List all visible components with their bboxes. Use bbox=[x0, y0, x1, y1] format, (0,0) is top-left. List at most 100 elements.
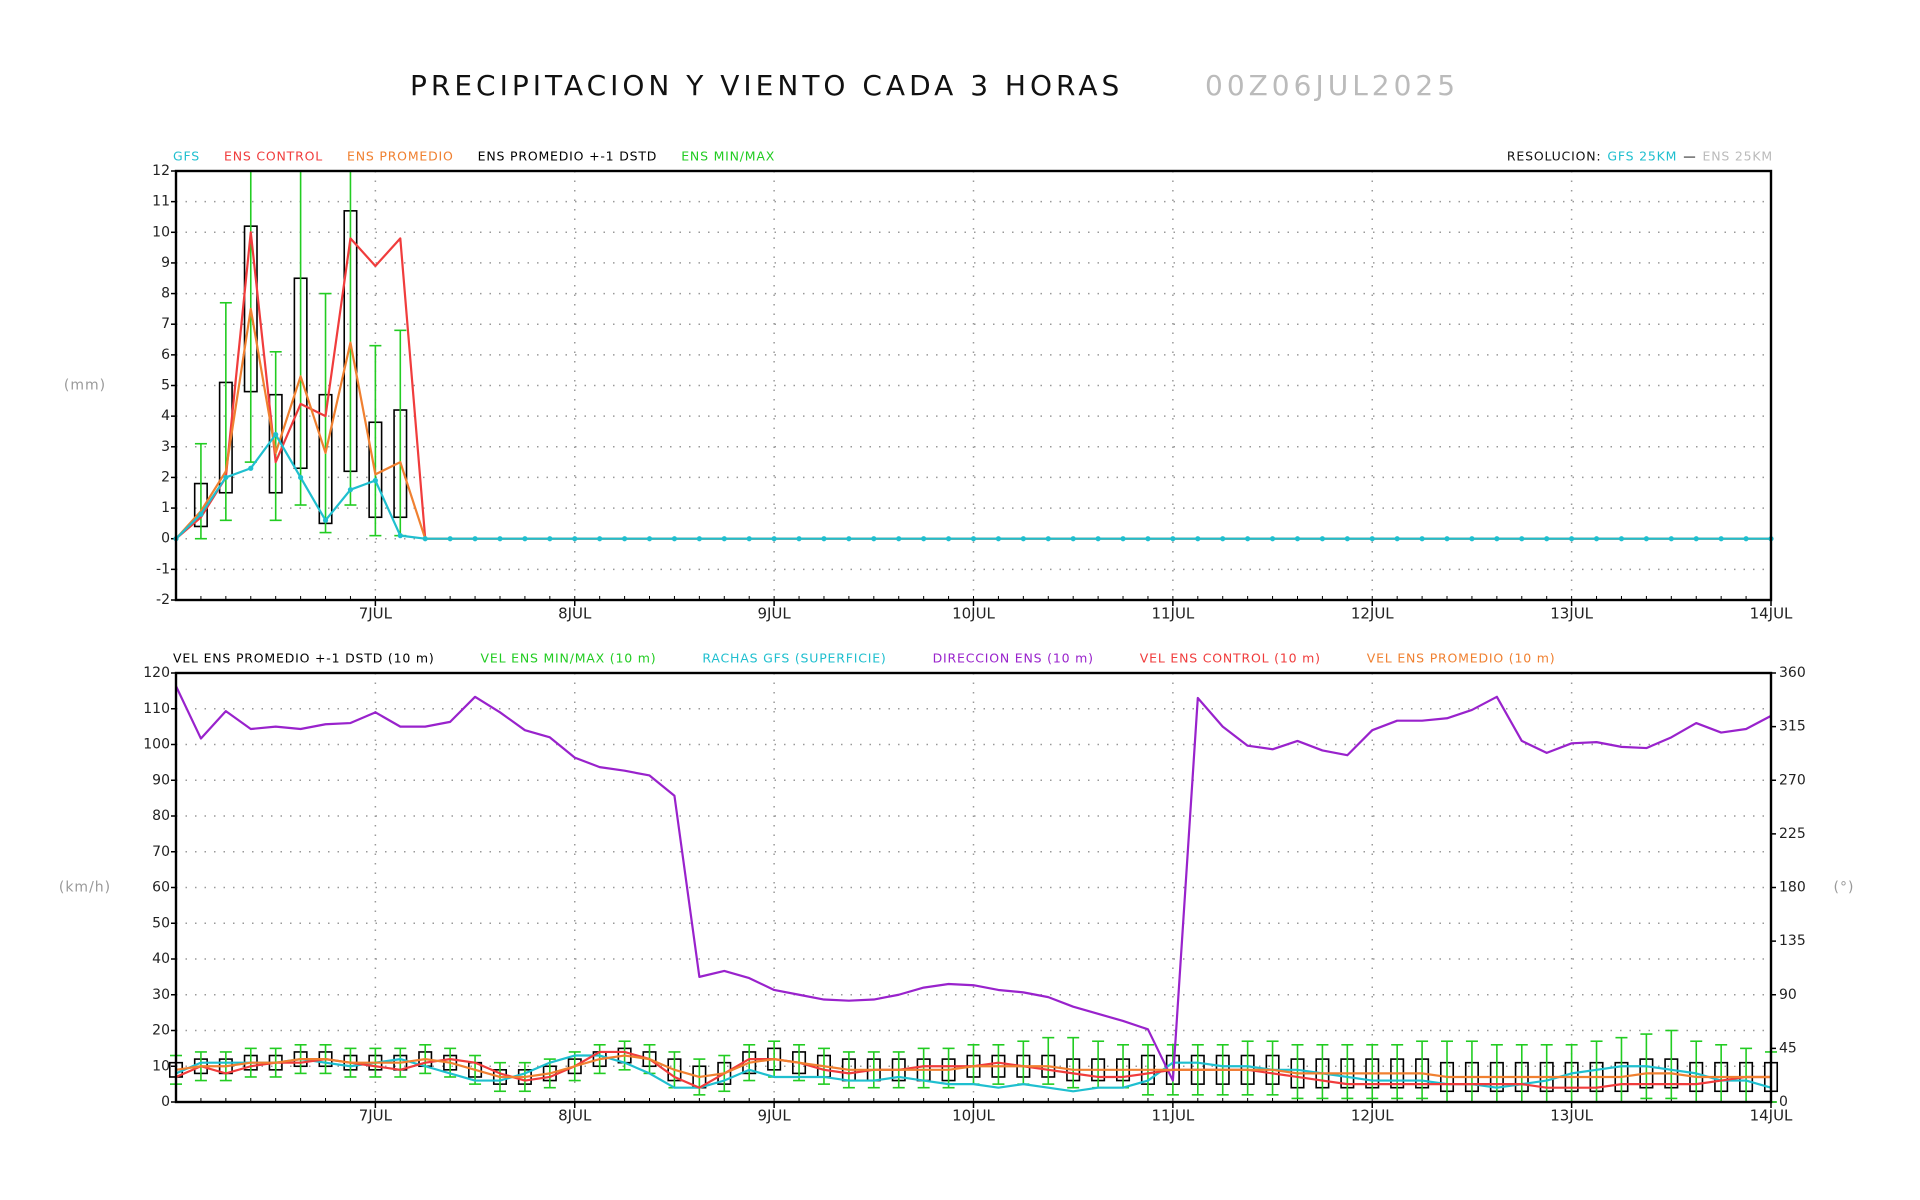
y2-tick-label: 45 bbox=[1779, 1040, 1797, 1056]
series-marker bbox=[796, 536, 802, 542]
x-tick-label: 13JUL bbox=[1550, 605, 1593, 623]
series-marker bbox=[248, 465, 254, 471]
legend-entry: ENS CONTROL bbox=[224, 149, 323, 164]
y-tick-label: 20 bbox=[152, 1023, 170, 1039]
y-tick-label: 12 bbox=[152, 163, 170, 179]
y-tick-label: -2 bbox=[156, 592, 170, 608]
y2-tick-label: 360 bbox=[1779, 665, 1806, 681]
x-tick-label: 12JUL bbox=[1351, 605, 1394, 623]
series-marker bbox=[771, 536, 777, 542]
series-marker bbox=[621, 536, 628, 542]
series-marker bbox=[746, 536, 752, 542]
legend-entry: ENS PROMEDIO +-1 DSTD bbox=[478, 149, 658, 164]
y2-tick-label: 135 bbox=[1779, 933, 1806, 949]
y-tick-label: 10 bbox=[152, 1058, 170, 1074]
series-marker bbox=[945, 536, 952, 542]
series-marker bbox=[1593, 536, 1600, 542]
page-title: PRECIPITACION Y VIENTO CADA 3 HORAS bbox=[410, 69, 1123, 102]
y-tick-label: 5 bbox=[161, 378, 170, 394]
x-tick-label: 13JUL bbox=[1550, 1107, 1593, 1125]
y-tick-label: 0 bbox=[161, 531, 170, 547]
x-tick-label: 11JUL bbox=[1151, 605, 1194, 623]
y-tick-label: 10 bbox=[152, 224, 170, 240]
resolution-legend: GFS 25KM bbox=[1607, 149, 1677, 164]
y-tick-label: 4 bbox=[161, 408, 170, 424]
series-marker bbox=[198, 511, 204, 517]
y-tick-label: 50 bbox=[152, 915, 170, 931]
series-line bbox=[175, 1054, 1771, 1079]
legend-entry: VEL ENS PROMEDIO +-1 DSTD (10 m) bbox=[173, 651, 435, 666]
plot-frame bbox=[174, 671, 1773, 1104]
legend-entry: GFS bbox=[173, 149, 200, 164]
series-marker bbox=[397, 533, 403, 539]
series-marker bbox=[1020, 536, 1026, 542]
y-tick-label: 60 bbox=[152, 880, 170, 896]
series-marker bbox=[1743, 536, 1749, 542]
series-marker bbox=[472, 536, 478, 542]
series-marker bbox=[1344, 536, 1350, 542]
series-marker bbox=[1444, 536, 1450, 542]
series-marker bbox=[1220, 536, 1226, 542]
legend-entry: ENS MIN/MAX bbox=[681, 149, 775, 164]
x-tick-label: 10JUL bbox=[952, 1107, 995, 1125]
y-tick-label: 30 bbox=[152, 987, 170, 1003]
x-tick-label: 14JUL bbox=[1750, 605, 1793, 623]
y-tick-label: 110 bbox=[143, 701, 170, 717]
series-marker bbox=[298, 474, 304, 481]
x-tick-label: 11JUL bbox=[1151, 1107, 1194, 1125]
series-marker bbox=[1668, 536, 1674, 542]
series-marker bbox=[896, 536, 902, 542]
series-marker bbox=[1245, 536, 1251, 542]
y-tick-label: 7 bbox=[161, 316, 170, 332]
series-marker bbox=[1618, 536, 1625, 542]
y-tick-label: 1 bbox=[161, 500, 170, 516]
series-marker bbox=[1569, 536, 1575, 542]
resolution-legend: ENS 25KM bbox=[1703, 149, 1773, 164]
series-marker bbox=[1045, 536, 1051, 542]
series-marker bbox=[422, 536, 428, 542]
y-tick-label: 6 bbox=[161, 347, 170, 363]
series-marker bbox=[871, 536, 877, 542]
series-marker bbox=[1718, 536, 1724, 542]
series-marker bbox=[273, 431, 279, 438]
series-marker bbox=[223, 474, 229, 481]
y2-axis-label: (°) bbox=[1834, 880, 1855, 896]
y2-tick-label: 315 bbox=[1779, 719, 1806, 735]
y-tick-label: 9 bbox=[161, 255, 170, 271]
legend-entry: DIRECCION ENS (10 m) bbox=[933, 651, 1094, 666]
y2-tick-label: 270 bbox=[1779, 772, 1806, 788]
resolution-legend: — bbox=[1683, 149, 1696, 164]
series-line bbox=[175, 231, 1771, 540]
legend-entry: ENS PROMEDIO bbox=[347, 149, 454, 164]
series-marker bbox=[1170, 536, 1176, 542]
y-tick-label: 3 bbox=[161, 439, 170, 455]
series-marker bbox=[921, 536, 927, 542]
y-tick-label: 70 bbox=[152, 844, 170, 860]
series-marker bbox=[821, 536, 827, 542]
series-marker bbox=[572, 536, 578, 542]
series-marker bbox=[1195, 536, 1201, 542]
series-marker bbox=[522, 536, 528, 542]
series-marker bbox=[1269, 536, 1276, 542]
y-tick-label: 8 bbox=[161, 286, 170, 302]
plot-frame bbox=[174, 169, 1773, 602]
series-marker bbox=[696, 536, 702, 542]
series-marker bbox=[1643, 536, 1649, 542]
series-marker bbox=[1394, 536, 1400, 542]
y-tick-label: 90 bbox=[152, 772, 170, 788]
series-marker bbox=[372, 477, 378, 484]
x-tick-label: 14JUL bbox=[1750, 1107, 1793, 1125]
y2-tick-label: 90 bbox=[1779, 987, 1797, 1003]
series-marker bbox=[646, 536, 653, 542]
series-marker bbox=[497, 536, 503, 542]
legend-entry: VEL ENS CONTROL (10 m) bbox=[1140, 651, 1321, 666]
y2-tick-label: 180 bbox=[1779, 880, 1806, 896]
x-tick-label: 10JUL bbox=[952, 605, 995, 623]
y-tick-label: 0 bbox=[161, 1094, 170, 1110]
series-marker bbox=[1519, 536, 1525, 542]
x-tick-label: 12JUL bbox=[1351, 1107, 1394, 1125]
y-tick-label: 120 bbox=[143, 665, 170, 681]
legend-entry: VEL ENS MIN/MAX (10 m) bbox=[481, 651, 657, 666]
series-marker bbox=[1319, 536, 1326, 542]
series-marker bbox=[846, 536, 852, 542]
